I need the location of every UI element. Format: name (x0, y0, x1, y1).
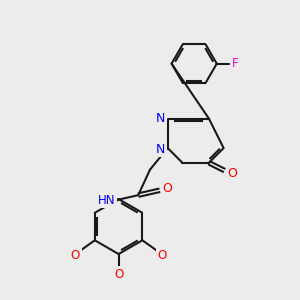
Text: O: O (70, 248, 80, 262)
Text: O: O (114, 268, 123, 281)
Text: HN: HN (98, 194, 116, 207)
Text: N: N (156, 112, 166, 125)
Text: F: F (232, 57, 239, 70)
Text: O: O (158, 248, 166, 262)
Text: N: N (156, 142, 166, 155)
Text: O: O (163, 182, 172, 195)
Text: O: O (227, 167, 237, 180)
